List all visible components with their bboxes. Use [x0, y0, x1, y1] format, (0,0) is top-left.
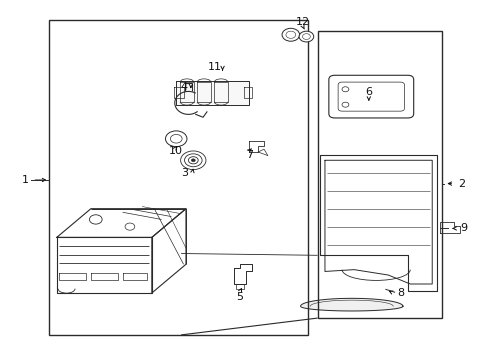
Circle shape: [341, 87, 348, 92]
Text: 8: 8: [396, 288, 403, 298]
Circle shape: [165, 131, 186, 147]
Text: 11: 11: [208, 62, 222, 72]
FancyBboxPatch shape: [328, 75, 413, 118]
Bar: [317, 31, 441, 318]
Circle shape: [125, 223, 135, 230]
Text: 10: 10: [169, 146, 183, 156]
Circle shape: [170, 134, 182, 143]
Polygon shape: [300, 298, 402, 311]
Circle shape: [191, 159, 195, 162]
Circle shape: [299, 31, 313, 42]
Circle shape: [285, 31, 295, 39]
Polygon shape: [176, 81, 249, 105]
Circle shape: [302, 34, 310, 40]
Text: 7: 7: [245, 150, 252, 160]
Text: 1: 1: [21, 175, 28, 185]
Text: 3: 3: [181, 168, 188, 178]
Bar: [49, 20, 307, 335]
Text: 2: 2: [457, 179, 464, 189]
Circle shape: [341, 102, 348, 107]
Text: 4: 4: [180, 82, 187, 92]
Text: 12: 12: [295, 17, 309, 27]
Circle shape: [89, 215, 102, 224]
Circle shape: [282, 28, 299, 41]
Text: 5: 5: [236, 292, 243, 302]
Text: 6: 6: [365, 87, 371, 97]
FancyBboxPatch shape: [337, 82, 404, 111]
Text: 9: 9: [459, 224, 467, 233]
